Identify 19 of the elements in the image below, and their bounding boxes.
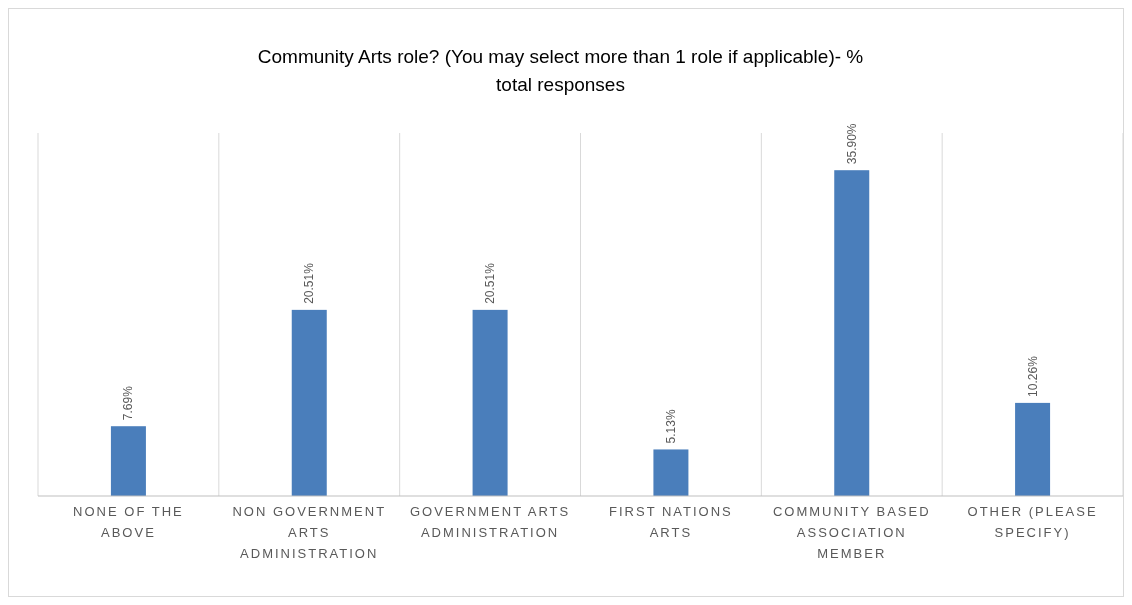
x-tick-label: NON GOVERNMENT ARTS ADMINISTRATION xyxy=(232,504,387,561)
chart-title: Community Arts role? (You may select more than 1 role if applicable)- % total responses xyxy=(257,46,864,95)
bar xyxy=(1015,402,1051,496)
bar xyxy=(834,170,870,496)
x-tick-label: GOVERNMENT ARTS ADMINISTRATION xyxy=(409,504,571,540)
data-label: 7.69% xyxy=(121,385,136,421)
data-label: 10.26% xyxy=(1025,355,1040,397)
bar xyxy=(110,426,146,496)
x-tick-label: OTHER (PLEASE SPECIFY) xyxy=(967,504,1098,540)
data-label: 20.51% xyxy=(302,262,317,304)
x-tick-label: FIRST NATIONS ARTS xyxy=(609,504,733,540)
data-label: 5.13% xyxy=(663,409,678,444)
bar xyxy=(472,309,508,496)
data-label: 20.51% xyxy=(483,262,498,304)
x-tick-label: COMMUNITY BASED ASSOCIATION MEMBER xyxy=(772,504,931,561)
bar xyxy=(291,309,327,496)
x-tick-label: NONE OF THE ABOVE xyxy=(73,504,184,540)
bar xyxy=(653,449,689,496)
data-label: 35.90% xyxy=(844,123,859,165)
